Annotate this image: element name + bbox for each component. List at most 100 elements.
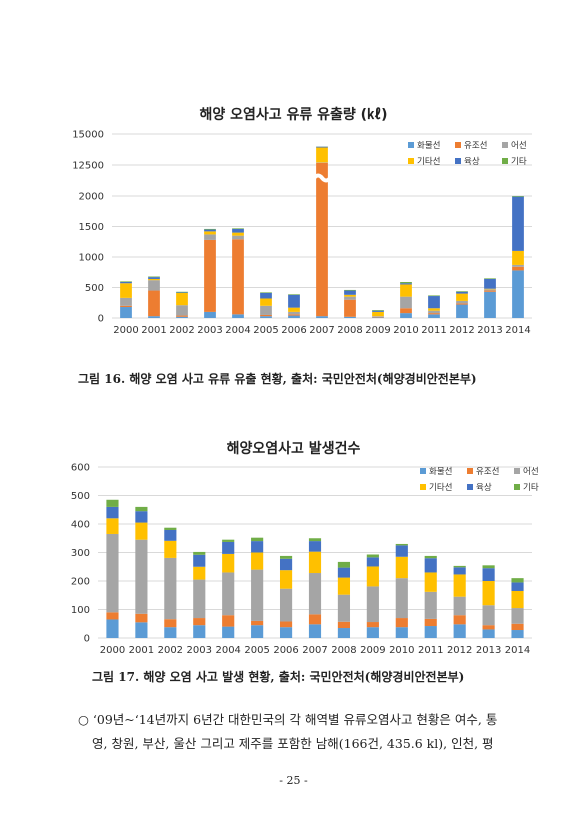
bar-segment xyxy=(288,294,300,295)
legend-label: 기타 xyxy=(523,483,539,493)
bar-segment xyxy=(400,308,412,314)
bar-segment xyxy=(193,566,206,580)
legend-label: 기타 xyxy=(511,157,527,167)
bar-segment xyxy=(204,239,216,312)
y-tick-label: 12500 xyxy=(72,161,104,172)
bar-segment xyxy=(372,316,384,318)
bullet-symbol: ○ xyxy=(78,712,89,727)
bar-segment xyxy=(232,239,244,315)
bar-segment xyxy=(400,283,412,285)
bar-segment xyxy=(176,292,188,293)
bar-segment xyxy=(366,627,379,638)
bar-segment xyxy=(484,291,496,318)
bar-segment xyxy=(484,278,496,289)
bar-segment xyxy=(164,557,177,620)
bar-segment xyxy=(395,543,408,546)
bar-segment xyxy=(106,619,119,638)
bar-segment xyxy=(232,235,244,240)
x-tick-label: 2004 xyxy=(225,325,250,336)
bar-segment xyxy=(260,316,272,318)
bar-segment xyxy=(428,314,440,318)
bar-segment xyxy=(120,282,132,284)
bar-segment xyxy=(337,621,351,629)
bar-segment xyxy=(148,277,160,279)
body-line-1-text: ‘09년~‘14년까지 6년간 대한민국의 각 해역별 유류오염사고 현황은 여… xyxy=(92,712,498,727)
bar-segment xyxy=(482,581,495,606)
figure16-caption: 그림 16. 해양 오염 사고 유류 유출 현황, 출처: 국민안전처(해양경비… xyxy=(78,372,477,386)
x-tick-label: 2009 xyxy=(365,325,390,336)
bar-segment xyxy=(366,557,379,567)
bar-segment xyxy=(400,296,412,309)
bar-segment xyxy=(484,290,496,292)
bar-segment xyxy=(193,554,206,567)
x-tick-label: 2012 xyxy=(447,645,472,656)
body-line-1: ○ ‘09년~‘14년까지 6년간 대한민국의 각 해역별 유류오염사고 현황은… xyxy=(78,708,528,732)
bar-segment xyxy=(424,558,437,573)
x-tick-label: 2012 xyxy=(449,325,474,336)
bar-segment xyxy=(482,625,495,630)
bar-segment xyxy=(372,317,384,318)
bar-segment xyxy=(344,296,356,300)
bar-segment xyxy=(260,314,272,317)
bar-segment xyxy=(316,147,328,163)
bar-segment xyxy=(344,316,356,318)
body-paragraph: ○ ‘09년~‘14년까지 6년간 대한민국의 각 해역별 유류오염사고 현황은… xyxy=(78,708,528,756)
pollution-incident-count-chart: 0 100 200 300 400 500 600 2000 2001 2002 2003 2004 2… xyxy=(71,463,539,657)
bar-segment xyxy=(135,613,148,623)
legend-label: 육상 xyxy=(464,156,480,167)
y-tick-label: 500 xyxy=(85,283,104,294)
bar-segment xyxy=(482,605,495,626)
bar-segment xyxy=(428,295,440,297)
x-tick-label: 2002 xyxy=(158,645,183,656)
bar-segment xyxy=(288,294,300,308)
bar-segment xyxy=(366,566,379,587)
bar-segment xyxy=(484,288,496,290)
bar-segment xyxy=(279,588,293,622)
bar-segment xyxy=(260,292,272,299)
bar-segment xyxy=(366,622,379,628)
bar-segment xyxy=(176,292,188,306)
bar-segment xyxy=(106,506,119,519)
bar-segment xyxy=(511,590,524,609)
bar-segment xyxy=(424,591,437,619)
bar-segment xyxy=(395,578,408,619)
bar-segment xyxy=(232,314,244,318)
bar-segment xyxy=(453,574,466,597)
x-tick-label: 2008 xyxy=(337,325,362,336)
bar-segment xyxy=(176,316,188,318)
bar-segment xyxy=(279,555,293,559)
x-tick-label: 2002 xyxy=(169,325,194,336)
y-tick-label: 600 xyxy=(71,463,90,474)
bar-segment xyxy=(456,304,468,318)
body-line-2: 영, 창원, 부산, 울산 그리고 제주를 포함한 남해(166건, 435.6… xyxy=(92,736,494,751)
x-tick-label: 2001 xyxy=(141,325,166,336)
bar-segment xyxy=(484,278,496,279)
bar-segment xyxy=(232,228,244,229)
legend-label: 유조선 xyxy=(464,141,487,151)
y-tick-label: 500 xyxy=(71,491,90,502)
bar-segment xyxy=(193,579,206,619)
bar-segment xyxy=(279,621,293,628)
bar-segment xyxy=(456,291,468,292)
legend-label: 유조선 xyxy=(476,467,499,477)
bar-segment xyxy=(148,280,160,291)
bar-segment xyxy=(316,316,328,318)
bar-segment xyxy=(428,308,440,311)
bar-segment xyxy=(204,231,216,235)
y-tick-label: 1500 xyxy=(79,222,104,233)
bar-segment xyxy=(135,506,148,512)
x-tick-label: 2008 xyxy=(331,645,356,656)
bar-segment xyxy=(308,541,322,552)
legend-swatch xyxy=(420,484,426,490)
bar-segment xyxy=(366,586,379,623)
legend-swatch xyxy=(455,158,461,164)
legend-swatch xyxy=(455,142,461,148)
x-tick-label: 2011 xyxy=(418,645,443,656)
chart1-title: 해양 오염사고 유류 유출량 (㎘) xyxy=(199,107,388,123)
axis-break-marker xyxy=(312,173,332,183)
bar-segment xyxy=(428,313,440,315)
bar-segment xyxy=(344,294,356,297)
bar-segment xyxy=(512,196,524,251)
bar-segment xyxy=(453,596,466,616)
figure17-caption: 그림 17. 해양 오염 사고 발생 현황, 출처: 국민안전처(해양경비안전본… xyxy=(92,670,465,684)
